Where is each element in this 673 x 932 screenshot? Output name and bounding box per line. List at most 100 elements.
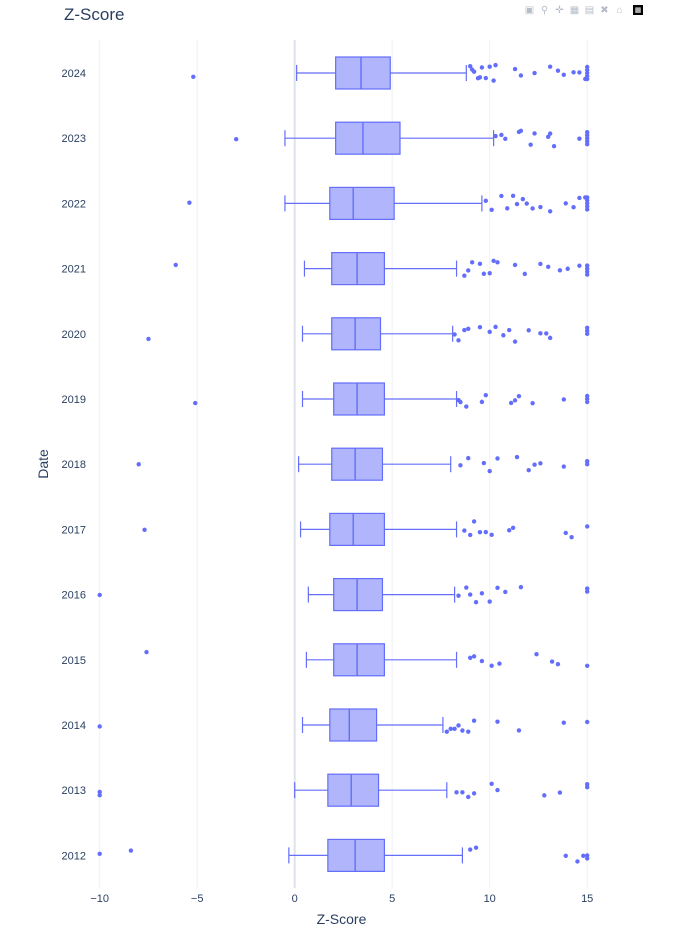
zoom-in-icon[interactable]: ▦ [569,5,580,16]
y-axis-ticks: 2024 2023 2022 2021 2020 2019 2018 2017 2016 2015… [62,68,86,862]
outlier-point [507,327,512,333]
box-trace [193,382,590,416]
box-trace [97,838,590,873]
outlier-point [561,720,566,725]
outlier-point [585,856,590,861]
outlier-point [542,793,547,798]
outlier-point [234,137,239,142]
outlier-point [512,66,518,72]
outlier-point [97,789,102,795]
outlier-point [487,271,492,276]
outlier-point [581,853,586,859]
outlier-point [456,338,461,343]
outlier-point [477,75,483,80]
outlier-point [468,63,473,69]
outlier-point [454,790,459,795]
y-tick-label: 2015 [62,655,86,667]
outlier-point [563,201,568,206]
outlier-point [585,462,590,467]
iqr-box [333,577,384,612]
y-tick-label: 2024 [62,68,86,80]
outlier-point [471,791,477,796]
outlier-point [532,131,537,136]
chart-title: Z-Score [64,5,125,24]
x-axis-title: Z-Score [317,911,367,927]
zoom-out-icon[interactable]: ▤ [584,5,595,16]
x-axis-ticks: −10 −5 0 5 10 15 [90,893,593,905]
outlier-point [497,661,502,666]
plotly-logo-icon[interactable]: ▦ [633,5,643,15]
outlier-point [565,266,570,271]
outlier-point [452,332,457,337]
outlier-point [468,592,473,597]
outlier-point [462,327,467,333]
outlier-point [193,400,198,406]
outlier-point [144,649,149,655]
outlier-point [507,528,512,533]
y-tick-label: 2019 [62,394,86,406]
outlier-point [520,196,526,202]
outlier-point [524,201,529,206]
outlier-point [532,70,537,76]
outlier-point [456,593,461,598]
outlier-point [479,65,485,70]
outlier-point [469,67,475,72]
outlier-point [466,794,471,800]
outlier-point [473,845,479,850]
y-tick-label: 2012 [62,850,86,862]
pan-icon[interactable]: ✛ [555,5,564,16]
outlier-point [146,336,151,342]
outlier-point [585,719,590,725]
outlier-point [468,532,473,538]
outlier-point [518,128,524,133]
outlier-point [483,75,488,81]
outlier-point [462,528,467,533]
zoom-icon[interactable]: ⚲ [540,5,549,16]
outlier-point [508,400,514,406]
outlier-point [530,206,535,211]
outlier-point [495,260,500,265]
box-traces[interactable] [97,56,590,873]
outlier-point [577,263,582,268]
camera-icon[interactable]: ▣ [524,5,535,16]
outlier-point [477,261,483,266]
outlier-point [452,726,457,731]
outlier-point [571,204,576,210]
outlier-point [510,193,516,198]
outlier-point [518,584,524,590]
outlier-point [458,399,463,405]
outlier-point [495,787,500,793]
outlier-point [473,600,479,605]
outlier-point [128,848,134,853]
x-tick-label: 10 [484,893,496,905]
outlier-point [468,655,473,661]
outlier-point [471,519,477,524]
outlier-point [547,209,553,214]
outlier-point [585,524,590,529]
home-icon[interactable]: ⌂ [616,5,623,16]
outlier-point [557,790,563,795]
outlier-point [547,64,553,69]
box-trace [144,643,590,677]
outlier-point [532,462,537,467]
outlier-point [522,271,527,277]
x-tick-label: 5 [389,893,395,905]
outlier-point [585,207,590,212]
outlier-point [526,328,531,333]
autoscale-icon[interactable]: ✖ [600,5,609,16]
outlier-point [495,719,500,724]
outlier-point [493,133,498,139]
y-tick-label: 2023 [62,133,86,145]
outlier-point [460,790,465,795]
outlier-point [448,726,453,732]
box-trace [142,512,590,547]
outlier-point [464,585,469,590]
outlier-point [575,859,580,864]
outlier-point [561,72,566,78]
modebar: ▣ ⚲ ✛ ▦ ▤ ✖ ⌂ ▦ [524,5,643,19]
outlier-point [585,331,590,336]
outlier-point [462,273,467,278]
outlier-point [514,454,520,460]
outlier-point [546,264,551,270]
